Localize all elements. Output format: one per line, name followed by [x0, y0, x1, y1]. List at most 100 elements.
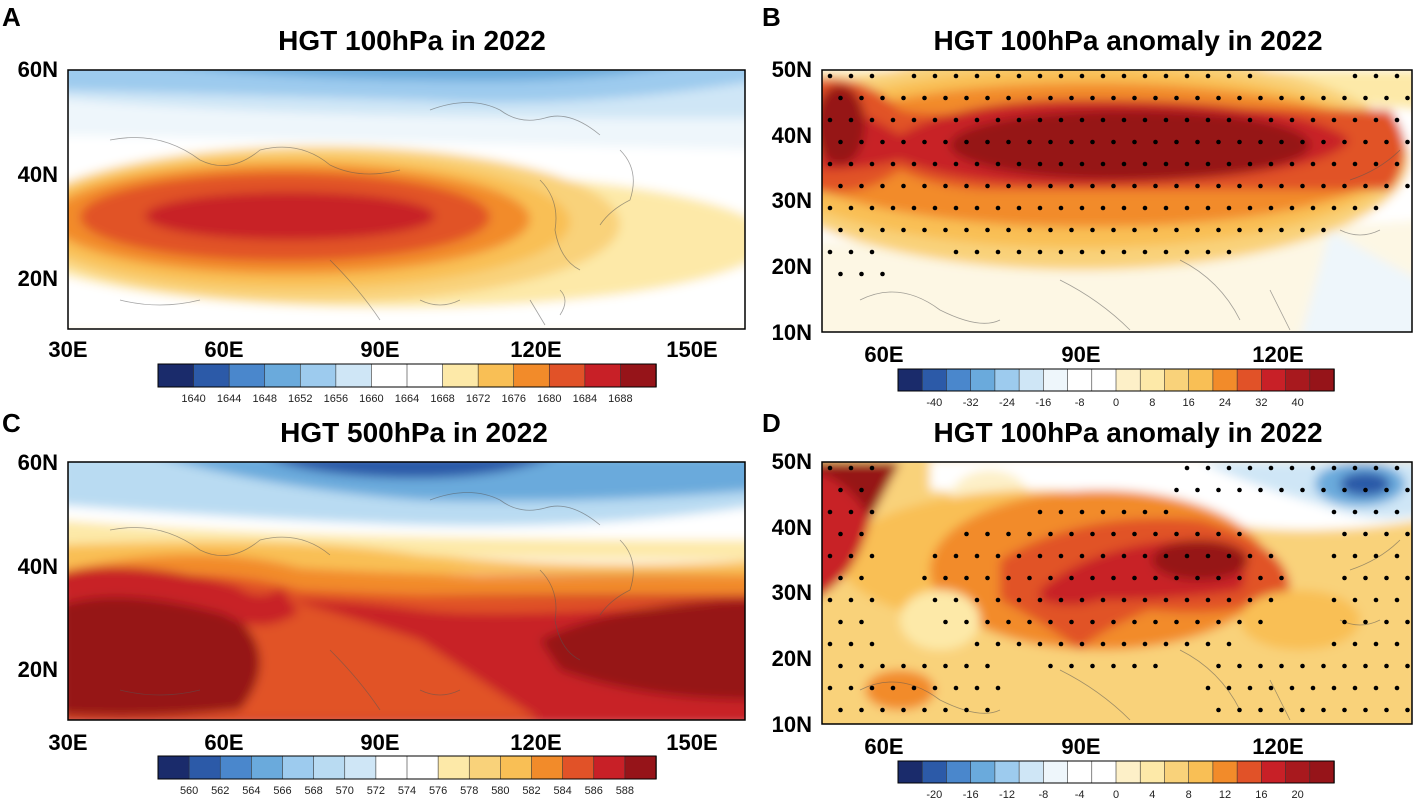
- significance-dot: [1153, 531, 1158, 537]
- significance-dot: [1132, 575, 1137, 581]
- significance-dot: [974, 249, 980, 255]
- significance-dot: [1069, 619, 1074, 625]
- significance-dot: [1153, 95, 1158, 101]
- significance-dot: [995, 685, 1001, 691]
- colorbar-label: 20: [1292, 789, 1304, 801]
- colorbar-swatch: [1261, 368, 1287, 392]
- significance-dot: [985, 575, 990, 581]
- colorbar-label: 1676: [501, 393, 525, 405]
- colorbar-label: 1648: [252, 393, 276, 405]
- colorbar-swatch: [946, 368, 972, 392]
- significance-dot: [1111, 531, 1116, 537]
- significance-dot: [1352, 685, 1358, 691]
- colorbar-label: 8: [1149, 397, 1155, 409]
- colorbar-label: 572: [367, 785, 385, 797]
- significance-dot: [1247, 465, 1253, 471]
- significance-dot: [1258, 95, 1263, 101]
- colorbar-swatch: [468, 755, 502, 780]
- significance-dot: [1027, 531, 1032, 537]
- significance-dot: [1279, 575, 1284, 581]
- panel-b-map: [822, 70, 1412, 332]
- significance-dot: [1100, 553, 1106, 559]
- significance-dot: [1321, 663, 1326, 669]
- significance-dot: [1100, 509, 1106, 515]
- significance-dot: [1132, 139, 1137, 145]
- significance-dot: [1226, 641, 1232, 647]
- significance-dot: [1226, 249, 1232, 255]
- significance-dot: [859, 531, 864, 537]
- panel-b-letter: B: [762, 2, 781, 32]
- significance-dot: [827, 161, 833, 167]
- significance-dot: [1111, 663, 1116, 669]
- colorbar-swatch: [477, 363, 515, 388]
- significance-dot: [848, 641, 854, 647]
- significance-dot: [1132, 619, 1137, 625]
- colorbar-swatch: [251, 755, 284, 780]
- panel-d-yticks: 50N 40N 30N 20N 10N: [772, 449, 812, 737]
- significance-dot: [1247, 685, 1253, 691]
- significance-dot: [1058, 597, 1064, 603]
- colorbar-swatch: [921, 368, 948, 392]
- significance-dot: [1363, 707, 1368, 713]
- significance-dot: [1268, 597, 1274, 603]
- significance-dot: [1373, 509, 1379, 515]
- significance-dot: [1058, 73, 1064, 79]
- significance-dot: [943, 619, 948, 625]
- significance-dot: [1216, 139, 1221, 145]
- significance-dot: [985, 663, 990, 669]
- significance-dot: [1121, 597, 1127, 603]
- panel-a-xtick: 60E: [204, 337, 243, 362]
- significance-dot: [1373, 597, 1379, 603]
- significance-dot: [859, 487, 864, 493]
- significance-dot: [943, 575, 948, 581]
- significance-dot: [1184, 597, 1190, 603]
- significance-dot: [1163, 553, 1169, 559]
- significance-dot: [1121, 73, 1127, 79]
- colorbar-label: 582: [522, 785, 540, 797]
- significance-dot: [901, 663, 906, 669]
- significance-dot: [1237, 575, 1242, 581]
- significance-dot: [1174, 531, 1179, 537]
- significance-dot: [1100, 641, 1106, 647]
- significance-dot: [1174, 487, 1179, 493]
- significance-dot: [1342, 139, 1347, 145]
- colorbar-label: 0: [1113, 397, 1119, 409]
- significance-dot: [1321, 183, 1326, 189]
- significance-dot: [880, 139, 885, 145]
- panel-a-xticks: 30E 60E 90E 120E 150E: [48, 337, 717, 362]
- colorbar-label: 1660: [359, 393, 383, 405]
- significance-dot: [1247, 553, 1253, 559]
- colorbar-label: 1668: [430, 393, 454, 405]
- significance-dot: [1226, 205, 1232, 211]
- significance-dot: [1037, 161, 1043, 167]
- colorbar-label: 1652: [288, 393, 312, 405]
- significance-dot: [1184, 117, 1190, 123]
- significance-dot: [1184, 249, 1190, 255]
- significance-dot: [1058, 249, 1064, 255]
- significance-dot: [859, 663, 864, 669]
- colorbar-swatch: [1043, 368, 1069, 392]
- colorbar-label: -24: [999, 397, 1015, 409]
- significance-dot: [1373, 205, 1379, 211]
- significance-dot: [1216, 663, 1221, 669]
- significance-dot: [964, 663, 969, 669]
- significance-dot: [1184, 161, 1190, 167]
- significance-dot: [1331, 465, 1337, 471]
- significance-dot: [985, 139, 990, 145]
- significance-dot: [1279, 227, 1284, 233]
- significance-dot: [1373, 641, 1379, 647]
- significance-dot: [1237, 139, 1242, 145]
- significance-dot: [1321, 95, 1326, 101]
- significance-dot: [1016, 117, 1022, 123]
- significance-dot: [1373, 685, 1379, 691]
- panel-b: B HGT 100hPa anomaly in 2022: [762, 2, 1413, 409]
- significance-dot: [1384, 487, 1389, 493]
- significance-dot: [859, 271, 864, 277]
- significance-dot: [869, 509, 875, 515]
- panel-c-colorbar: 560 562 564 566 568 570 572 574 576 578 580 582 584 5…: [157, 755, 657, 797]
- colorbar-swatch: [994, 760, 1020, 784]
- significance-dot: [869, 685, 875, 691]
- significance-dot: [838, 271, 843, 277]
- significance-dot: [1331, 205, 1337, 211]
- significance-dot: [869, 553, 875, 559]
